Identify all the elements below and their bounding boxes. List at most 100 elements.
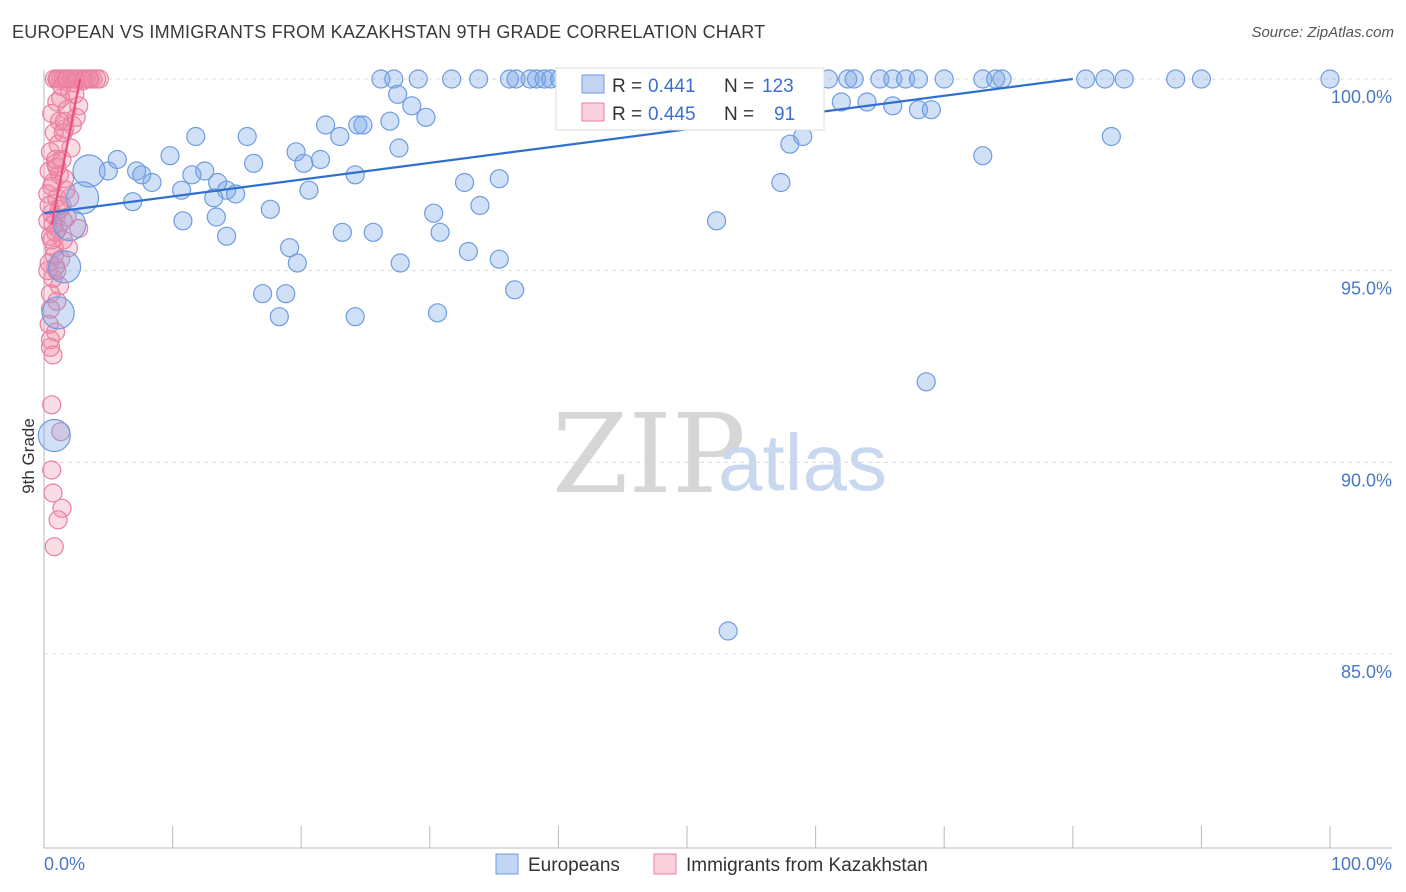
points-blue-point-45 (380, 111, 400, 131)
points-blue-point-54 (921, 100, 941, 120)
axes (43, 70, 1392, 849)
points-blue-point-92 (206, 207, 226, 227)
points-pink-point-56 (40, 330, 61, 350)
points-pink-point-75 (40, 299, 61, 319)
watermark-zip: ZIP (552, 390, 746, 518)
points-blue-point-96 (363, 222, 383, 242)
points-blue-point-94 (260, 199, 280, 219)
points-blue-point-102 (287, 253, 307, 273)
points-blue-point-88 (37, 418, 71, 453)
watermark: ZIP atlas (552, 390, 887, 518)
points-blue-point-35 (992, 69, 1012, 89)
points-blue-point-90 (173, 211, 193, 231)
y-tick-labels: 100.0% 95.0% 90.0% 85.0% (1331, 87, 1392, 682)
points-pink-point-80 (51, 88, 71, 108)
points-blue-point-110 (269, 307, 289, 327)
points-blue-point-27 (844, 69, 864, 89)
points-blue-point-8 (526, 69, 547, 89)
x-tick-label-max: 100.0% (1331, 854, 1392, 874)
legend-n-value-kazakhstan: 91 (774, 104, 795, 125)
points-blue-point-50 (186, 126, 206, 147)
points-pink-point-82 (54, 169, 75, 189)
points-pink-point-64 (44, 537, 64, 557)
points-blue-point-106 (253, 284, 273, 304)
points-blue-point-87 (41, 296, 75, 330)
y-tick-label-2: 90.0% (1341, 470, 1392, 490)
points-blue-point-99 (470, 195, 490, 216)
points-blue-point-93 (217, 226, 237, 246)
points-blue-point-2 (408, 69, 428, 89)
points-pink-point-85 (57, 69, 77, 89)
trend-line-kazakhstan (50, 78, 82, 225)
y-axis-title: 9th Grade (19, 418, 38, 494)
legend-r-label-europeans: R = (612, 76, 642, 97)
points-pink-point-86 (79, 69, 99, 89)
points-blue-point-70 (142, 172, 162, 193)
points-blue-point-72 (182, 165, 202, 185)
points-blue-point-47 (348, 115, 368, 135)
chart-title: EUROPEAN VS IMMIGRANTS FROM KAZAKHSTAN 9… (12, 22, 766, 42)
watermark-atlas: atlas (718, 418, 887, 507)
points-blue-point-42 (388, 84, 408, 104)
points-pink-point-87 (47, 261, 67, 281)
points-blue-point-84 (65, 181, 100, 215)
legend-r-label-kazakhstan: R = (612, 104, 642, 125)
x-tick-label-min: 0.0% (44, 854, 85, 874)
points-blue-point-31 (908, 69, 929, 89)
points-blue-point-108 (505, 280, 525, 300)
points-blue-point-60 (310, 149, 331, 170)
points-blue-point-97 (424, 203, 444, 223)
points-blue-point-79 (299, 180, 319, 200)
trend-lines (43, 77, 1073, 225)
y-tick-label-1: 95.0% (1341, 279, 1392, 299)
legend-n-value-europeans: 123 (762, 76, 794, 97)
points-blue-point-37 (1095, 69, 1115, 89)
points-blue-point-49 (330, 126, 350, 147)
points-blue-point-56 (857, 92, 877, 112)
points-blue-point-63 (973, 146, 993, 166)
points-blue-point-61 (389, 138, 409, 158)
points-blue-point-26 (838, 69, 858, 89)
series-legend: Europeans Immigrants from Kazakhstan (495, 853, 928, 876)
points-blue-point-100 (706, 211, 727, 231)
series-europeans-points (37, 69, 1340, 641)
x-tick-labels: 0.0% 100.0% (44, 854, 1392, 874)
points-blue-point-69 (132, 165, 152, 185)
points-pink-point-76 (58, 238, 79, 258)
points-blue-point-32 (934, 69, 954, 89)
bottom-legend-swatch-kazakhstan (653, 853, 677, 875)
points-blue-point-4 (469, 69, 489, 89)
points-blue-point-83 (771, 172, 791, 193)
points-blue-point-1 (384, 69, 404, 89)
points-pink-point-88 (40, 337, 61, 357)
legend-box (555, 67, 825, 131)
correlation-legend: R = 0.441 N = 123 R = 0.445 N = 91 (555, 67, 825, 131)
points-pink-point-60 (42, 460, 62, 480)
points-pink-point-54 (39, 314, 59, 334)
points-blue-point-68 (126, 161, 147, 181)
points-blue-point-9 (534, 69, 554, 89)
points-blue-point-103 (458, 241, 478, 262)
y-tick-label-3: 85.0% (1341, 662, 1392, 682)
points-blue-point-7 (520, 69, 540, 89)
points-blue-point-86 (47, 250, 82, 284)
points-blue-point-55 (883, 96, 903, 116)
points-blue-point-36 (1076, 69, 1096, 89)
points-pink-point-19 (47, 92, 67, 112)
points-blue-point-48 (353, 115, 373, 135)
points-pink-point-58 (42, 395, 62, 415)
points-blue-point-5 (499, 69, 520, 89)
points-blue-point-113 (718, 621, 738, 641)
y-tick-label-0: 100.0% (1331, 87, 1392, 107)
points-blue-point-109 (427, 303, 448, 323)
points-blue-point-57 (831, 92, 851, 112)
points-blue-point-3 (442, 69, 462, 89)
source-credit: Source: ZipAtlas.com (1251, 24, 1394, 41)
points-blue-point-39 (1166, 69, 1186, 89)
bottom-legend-swatch-europeans (495, 853, 519, 875)
legend-n-label-europeans: N = (724, 76, 754, 97)
legend-swatch-kazakhstan (581, 102, 605, 122)
bottom-legend-label-kazakhstan: Immigrants from Kazakhstan (686, 855, 928, 876)
points-blue-point-40 (1191, 69, 1212, 89)
points-blue-point-112 (916, 372, 936, 392)
